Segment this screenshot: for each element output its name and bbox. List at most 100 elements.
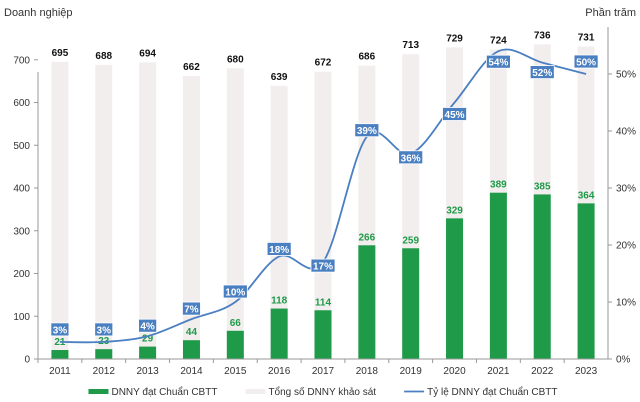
label-total-2023: 731 (578, 32, 595, 43)
label-total-2017: 672 (315, 58, 332, 69)
bar-pass-2011 (51, 350, 69, 359)
right-tick-40%: 40% (616, 127, 636, 138)
label-total-2020: 729 (446, 33, 463, 44)
right-axis-title: Phần trăm (585, 7, 636, 19)
rate-label-box-2019 (398, 150, 424, 165)
legend-label-2: Tỷ lệ DNNY đạt Chuẩn CBTT (427, 386, 557, 398)
x-tick-2016: 2016 (268, 366, 291, 377)
bar-pass-2017 (314, 310, 332, 359)
legend-swatch-0 (88, 389, 109, 394)
label-pass-2021: 389 (490, 180, 507, 191)
bar-pass-2018 (358, 245, 376, 359)
bar-total-2016 (270, 85, 288, 359)
x-tick-2019: 2019 (400, 366, 423, 377)
left-tick-300: 300 (13, 226, 30, 237)
label-total-2021: 724 (490, 35, 507, 46)
x-tick-2023: 2023 (575, 366, 598, 377)
bar-pass-2019 (402, 248, 420, 359)
rate-label-box-2018 (354, 123, 380, 138)
rate-label-2016: 18% (269, 245, 289, 256)
legend-swatch-1 (245, 389, 266, 394)
left-tick-400: 400 (13, 184, 30, 195)
label-total-2013: 694 (139, 48, 156, 59)
rate-label-2012: 3% (97, 325, 112, 336)
x-tick-2021: 2021 (487, 366, 510, 377)
x-tick-2014: 2014 (180, 366, 203, 377)
x-tick-2012: 2012 (93, 366, 116, 377)
rate-label-2013: 4% (140, 322, 155, 333)
label-total-2019: 713 (402, 40, 419, 51)
bar-pass-2015 (226, 330, 244, 359)
legend-label-0: DNNY đạt Chuẩn CBTT (111, 386, 217, 398)
rate-label-box-2014 (182, 301, 201, 316)
rate-label-box-2020 (442, 107, 467, 121)
rate-label-2011: 3% (53, 325, 68, 336)
rate-label-2014: 7% (184, 305, 199, 316)
bar-total-2014 (182, 75, 200, 360)
bar-pass-2020 (446, 218, 464, 359)
rate-label-2018: 39% (357, 126, 377, 137)
right-tick-20%: 20% (616, 241, 636, 252)
label-pass-2023: 364 (578, 190, 595, 201)
bar-total-2012 (95, 64, 113, 359)
label-pass-2017: 114 (315, 297, 332, 308)
label-pass-2019: 259 (402, 235, 419, 246)
left-tick-700: 700 (13, 55, 30, 66)
label-total-2016: 639 (271, 72, 288, 83)
rate-label-2022: 52% (532, 68, 552, 79)
rate-label-box-2021 (485, 54, 511, 69)
x-tick-2022: 2022 (531, 366, 554, 377)
bar-pass-2014 (182, 340, 200, 359)
rate-label-box-2017 (310, 258, 336, 273)
x-tick-2015: 2015 (224, 366, 247, 377)
left-tick-200: 200 (13, 269, 30, 280)
right-tick-30%: 30% (616, 184, 636, 195)
rate-label-box-2023 (573, 54, 599, 69)
label-total-2014: 662 (183, 62, 200, 73)
label-pass-2020: 329 (446, 205, 463, 216)
rate-label-2017: 17% (313, 262, 333, 273)
x-tick-2020: 2020 (443, 366, 466, 377)
label-total-2012: 688 (95, 51, 112, 62)
label-pass-2014: 44 (186, 327, 198, 338)
rate-label-2019: 36% (401, 153, 421, 164)
label-pass-2022: 385 (534, 181, 551, 192)
rate-label-box-2015 (222, 284, 248, 299)
bar-pass-2012 (95, 349, 113, 359)
x-tick-2017: 2017 (312, 366, 335, 377)
label-total-2011: 695 (52, 48, 69, 59)
bar-total-2011 (51, 61, 69, 359)
rate-label-box-2022 (529, 65, 555, 79)
rate-label-box-2013 (138, 318, 158, 333)
bar-pass-2023 (577, 203, 595, 359)
left-tick-0: 0 (24, 355, 30, 366)
rate-line (59, 48, 587, 344)
bar-pass-2021 (489, 192, 507, 359)
label-pass-2013: 29 (142, 334, 154, 345)
bar-total-2015 (226, 68, 244, 360)
rate-label-box-2012 (94, 322, 114, 337)
left-tick-600: 600 (13, 98, 30, 109)
bar-pass-2013 (139, 346, 157, 359)
rate-label-2020: 45% (445, 110, 465, 121)
right-tick-50%: 50% (616, 70, 636, 81)
x-tick-2018: 2018 (356, 366, 379, 377)
rate-label-box-2011 (50, 322, 70, 337)
bar-total-2017 (314, 71, 332, 359)
rate-label-2015: 10% (225, 288, 245, 299)
left-tick-100: 100 (13, 312, 30, 323)
label-pass-2016: 118 (271, 296, 288, 307)
left-axis-title: Doanh nghiệp (4, 7, 73, 19)
label-total-2022: 736 (534, 30, 551, 41)
left-tick-500: 500 (13, 141, 30, 152)
bar-total-2013 (139, 62, 157, 359)
rate-label-box-2016 (266, 241, 292, 256)
right-tick-10%: 10% (616, 298, 636, 309)
rate-label-2023: 50% (576, 58, 596, 69)
label-pass-2015: 66 (230, 318, 242, 329)
x-tick-2013: 2013 (136, 366, 159, 377)
label-pass-2018: 266 (359, 232, 376, 243)
legend-label-1: Tổng số DNNY khảo sát (268, 386, 376, 398)
bar-pass-2022 (533, 194, 551, 359)
